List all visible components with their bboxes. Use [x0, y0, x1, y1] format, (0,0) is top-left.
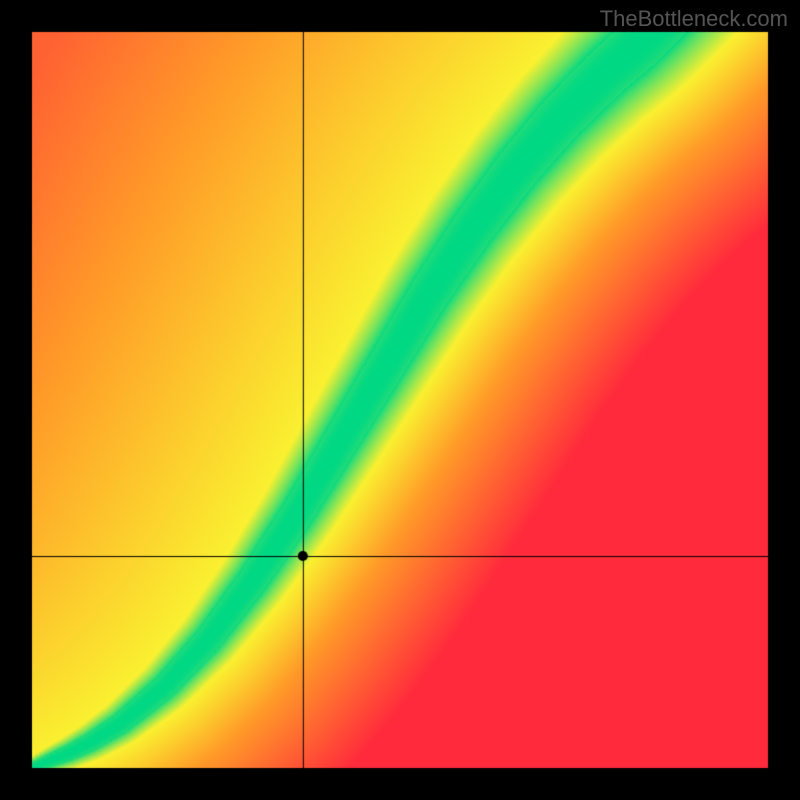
watermark-text: TheBottleneck.com	[600, 6, 788, 32]
bottleneck-heatmap	[0, 0, 800, 800]
chart-container: TheBottleneck.com	[0, 0, 800, 800]
